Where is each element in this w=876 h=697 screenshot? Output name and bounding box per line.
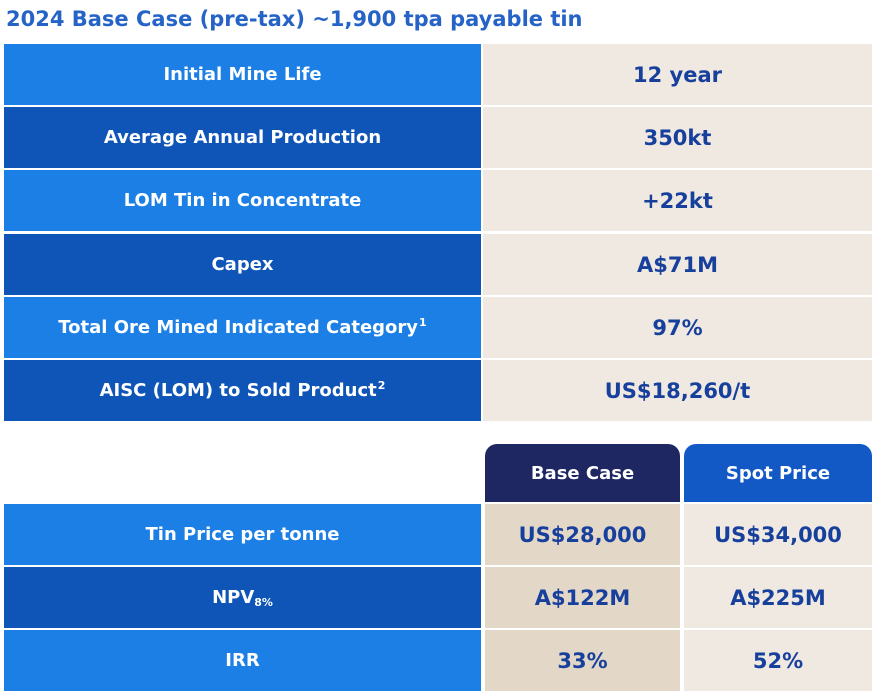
header-base-case: Base Case xyxy=(485,444,680,502)
footnote-1: 1 xyxy=(419,316,427,329)
summary-label-capex: Capex xyxy=(4,234,481,295)
base-value-npv: A$122M xyxy=(485,567,680,628)
summary-value-capex: A$71M xyxy=(483,234,872,295)
spot-value-irr: 52% xyxy=(684,630,872,691)
summary-value-aisc: US$18,260/t xyxy=(483,360,872,421)
summary-value-lom-tin: +22kt xyxy=(483,170,872,231)
npv-discount-rate: 8% xyxy=(254,596,273,609)
summary-value-ore-indicated: 97% xyxy=(483,297,872,358)
scenario-label-tin-price: Tin Price per tonne xyxy=(4,504,481,565)
header-spot-price: Spot Price xyxy=(684,444,872,502)
footnote-2: 2 xyxy=(377,379,386,392)
base-value-irr: 33% xyxy=(485,630,680,691)
page-title: 2024 Base Case (pre-tax) ~1,900 tpa paya… xyxy=(6,7,583,31)
base-value-tin-price: US$28,000 xyxy=(485,504,680,565)
scenario-label-npv: NPV 8% xyxy=(4,567,481,628)
summary-label-aisc: AISC (LOM) to Sold Product 2 xyxy=(4,360,481,421)
spot-value-npv: A$225M xyxy=(684,567,872,628)
summary-value-annual-production: 350kt xyxy=(483,107,872,168)
summary-label-mine-life: Initial Mine Life xyxy=(4,44,481,105)
summary-label-ore-indicated: Total Ore Mined Indicated Category 1 xyxy=(4,297,481,358)
summary-label-lom-tin: LOM Tin in Concentrate xyxy=(4,170,481,231)
summary-value-mine-life: 12 year xyxy=(483,44,872,105)
scenario-label-irr: IRR xyxy=(4,630,481,691)
spot-value-tin-price: US$34,000 xyxy=(684,504,872,565)
summary-label-annual-production: Average Annual Production xyxy=(4,107,481,168)
